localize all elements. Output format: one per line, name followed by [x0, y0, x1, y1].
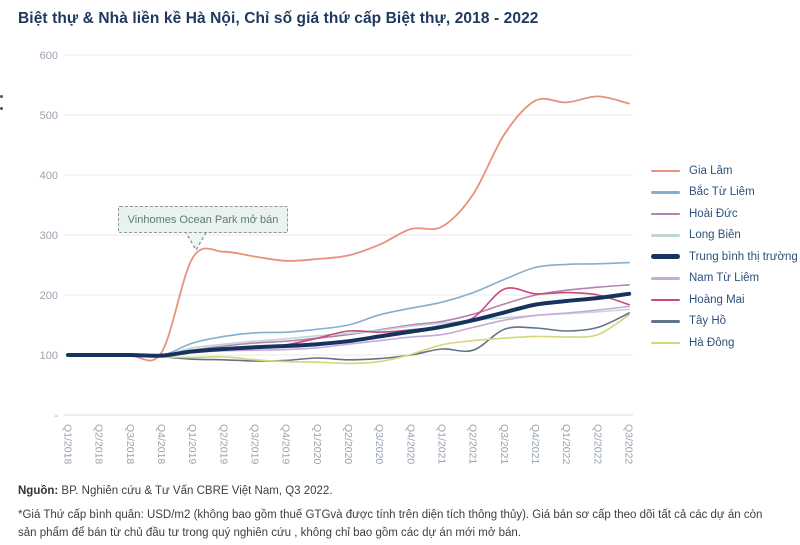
x-tick-label: Q2/2022 — [591, 424, 603, 464]
legend-item-nam-tu-liem: Nam Từ Liêm — [651, 268, 798, 290]
legend-line-swatch — [651, 277, 680, 280]
x-tick-label: Q1/2022 — [560, 424, 572, 464]
series-line-2 — [67, 284, 630, 358]
x-tick-label: Q2/2019 — [217, 424, 229, 464]
legend-item-gia-lam: Gia Lâm — [651, 160, 798, 182]
x-tick-label: Q2/2018 — [93, 424, 105, 464]
clipped-axis-mark — [0, 107, 3, 110]
legend-item-trung-binh-thi-truong: Trung bình thị trường — [651, 246, 798, 268]
legend-line-swatch — [651, 234, 680, 237]
chart-title: Biệt thự & Nhà liền kề Hà Nội, Chỉ số gi… — [18, 10, 539, 27]
legend-item-long-bien: Long Biên — [651, 225, 798, 247]
series-line-4 — [66, 291, 632, 358]
y-tick-label: 400 — [40, 170, 58, 182]
x-tick-label: Q3/2018 — [124, 424, 136, 464]
legend-item-hoang-mai: Hoàng Mai — [651, 289, 798, 311]
source-text: BP. Nghiên cứu & Tư Vấn CBRE Việt Nam, Q… — [58, 485, 333, 497]
legend-label: Hoàng Mai — [689, 293, 745, 306]
legend-item-bac-tu-liem: Bắc Từ Liêm — [651, 182, 798, 204]
legend-line-swatch — [651, 169, 680, 172]
footnote: *Giá Thứ cấp bình quân: USD/m2 (không ba… — [18, 509, 763, 539]
legend-label: Nam Từ Liêm — [689, 272, 760, 285]
legend-item-hoai-duc: Hoài Đức — [651, 203, 798, 225]
x-tick-label: Q3/2022 — [623, 424, 635, 464]
legend-line-swatch — [651, 341, 680, 344]
y-tick-label: 100 — [40, 350, 58, 362]
legend-line-swatch — [651, 254, 680, 260]
legend-label: Gia Lâm — [689, 164, 733, 177]
annotation-text: Vinhomes Ocean Park mở bán — [127, 213, 279, 226]
x-tick-label: Q3/2019 — [249, 424, 261, 464]
series-line-3 — [67, 308, 630, 357]
legend-label: Trung bình thị trường — [689, 250, 798, 263]
legend-line-swatch — [651, 320, 680, 323]
legend-label: Tây Hồ — [689, 315, 727, 328]
legend-label: Hoài Đức — [689, 207, 738, 220]
annotation-pointer — [183, 230, 209, 252]
y-tick-label: 600 — [40, 50, 58, 62]
legend-line-swatch — [651, 212, 680, 215]
x-tick-label: Q3/2021 — [498, 424, 510, 464]
clipped-axis-mark — [0, 95, 3, 98]
x-tick-label: Q4/2019 — [280, 424, 292, 464]
x-tick-label: Q2/2020 — [342, 424, 354, 464]
x-tick-label: Q1/2021 — [436, 424, 448, 464]
y-tick-label: 300 — [40, 230, 58, 242]
legend-label: Long Biên — [689, 229, 741, 242]
x-tick-label: Q4/2021 — [529, 424, 541, 464]
x-tick-label: Q1/2019 — [186, 424, 198, 464]
y-tick-label: - — [54, 410, 58, 422]
series-line-6 — [67, 287, 630, 357]
legend-line-swatch — [651, 298, 680, 301]
series-line-0 — [67, 95, 630, 362]
legend-label: Bắc Từ Liêm — [689, 186, 755, 199]
source-label: Nguồn: — [18, 485, 59, 497]
chart-legend: Gia Lâm Bắc Từ Liêm Hoài Đức Long Biên T… — [651, 160, 798, 354]
annotation-callout: Vinhomes Ocean Park mở bán — [118, 206, 288, 233]
x-tick-label: Q4/2018 — [155, 424, 167, 464]
source-line: Nguồn: BP. Nghiên cứu & Tư Vấn CBRE Việt… — [18, 485, 333, 497]
x-tick-label: Q4/2020 — [404, 424, 416, 464]
x-tick-label: Q1/2020 — [311, 424, 323, 464]
legend-line-swatch — [651, 191, 680, 194]
x-tick-label: Q1/2018 — [62, 424, 74, 464]
y-tick-label: 500 — [40, 110, 58, 122]
legend-label: Hà Đông — [689, 336, 735, 349]
legend-item-tay-ho: Tây Hồ — [651, 311, 798, 333]
legend-item-ha-dong: Hà Đông — [651, 332, 798, 354]
x-tick-label: Q2/2021 — [467, 424, 479, 464]
x-tick-label: Q3/2020 — [373, 424, 385, 464]
y-tick-label: 200 — [40, 290, 58, 302]
